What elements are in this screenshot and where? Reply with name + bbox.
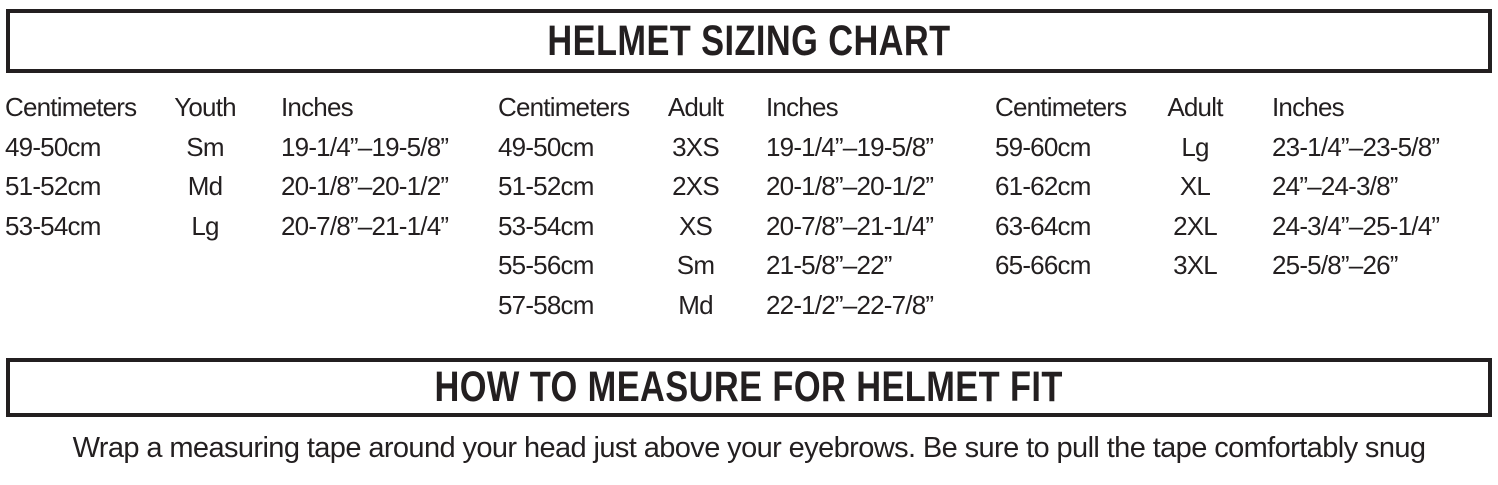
cell-cm: 53-54cm	[498, 210, 594, 241]
cell-cm: 49-50cm	[498, 131, 594, 162]
youth-sizing-table: Centimeters Youth Inches 49-50cm Sm 19-1…	[5, 88, 575, 246]
sizing-chart-banner: HELMET SIZING CHART	[6, 9, 1492, 73]
column-header-adult: Adult	[667, 92, 724, 123]
cell-cm: 51-52cm	[5, 171, 101, 202]
cell-inches: 22-1/2”–22-7/8”	[766, 289, 934, 320]
cell-inches: 19-1/4”–19-5/8”	[281, 131, 449, 162]
sizing-chart-title: HELMET SIZING CHART	[547, 16, 951, 65]
column-header-inches: Inches	[766, 92, 839, 123]
column-header-centimeters: Centimeters	[995, 92, 1127, 123]
cell-inches: 21-5/8”–22”	[766, 250, 892, 281]
measuring-instructions-text: Wrap a measuring tape around your head j…	[72, 432, 1426, 464]
column-header-youth: Youth	[174, 92, 236, 123]
adult-large-sizing-table: Centimeters Adult Inches 59-60cm Lg 23-1…	[995, 88, 1498, 286]
cell-cm: 65-66cm	[995, 250, 1091, 281]
cell-cm: 49-50cm	[5, 131, 101, 162]
cell-inches: 23-1/4”–23-5/8”	[1272, 131, 1440, 162]
cell-size: Sm	[186, 131, 224, 162]
cell-cm: 51-52cm	[498, 171, 594, 202]
cell-inches: 24-3/4”–25-1/4”	[1272, 210, 1440, 241]
cell-inches: 25-5/8”–26”	[1272, 250, 1398, 281]
adult-small-sizing-table: Centimeters Adult Inches 49-50cm 3XS 19-…	[498, 88, 988, 325]
cell-inches: 20-1/8”–20-1/2”	[766, 171, 934, 202]
cell-size: Lg	[191, 210, 219, 241]
column-header-inches: Inches	[281, 92, 354, 123]
cell-size: 2XL	[1173, 210, 1218, 241]
cell-size: XL	[1179, 171, 1211, 202]
measure-fit-banner: HOW TO MEASURE FOR HELMET FIT	[6, 358, 1492, 417]
cell-cm: 63-64cm	[995, 210, 1091, 241]
cell-size: Md	[678, 289, 713, 320]
column-header-inches: Inches	[1272, 92, 1345, 123]
cell-cm: 53-54cm	[5, 210, 101, 241]
measure-fit-title: HOW TO MEASURE FOR HELMET FIT	[434, 363, 1064, 411]
cell-size: Sm	[676, 250, 715, 281]
cell-inches: 20-7/8”–21-1/4”	[766, 210, 934, 241]
column-header-adult: Adult	[1167, 92, 1223, 123]
cell-size: Md	[187, 171, 223, 202]
cell-size: 2XS	[672, 171, 720, 202]
cell-inches: 24”–24-3/8”	[1272, 171, 1398, 202]
cell-cm: 57-58cm	[498, 289, 594, 320]
cell-inches: 20-1/8”–20-1/2”	[281, 171, 449, 202]
cell-size: XS	[678, 210, 713, 241]
cell-inches: 19-1/4”–19-5/8”	[766, 131, 934, 162]
cell-size: Lg	[1181, 131, 1209, 162]
cell-size: 3XS	[672, 131, 720, 162]
cell-cm: 61-62cm	[995, 171, 1091, 202]
cell-cm: 59-60cm	[995, 131, 1091, 162]
column-header-centimeters: Centimeters	[498, 92, 630, 123]
column-header-centimeters: Centimeters	[5, 92, 137, 123]
cell-cm: 55-56cm	[498, 250, 594, 281]
cell-size: 3XL	[1173, 250, 1218, 281]
cell-inches: 20-7/8”–21-1/4”	[281, 210, 449, 241]
